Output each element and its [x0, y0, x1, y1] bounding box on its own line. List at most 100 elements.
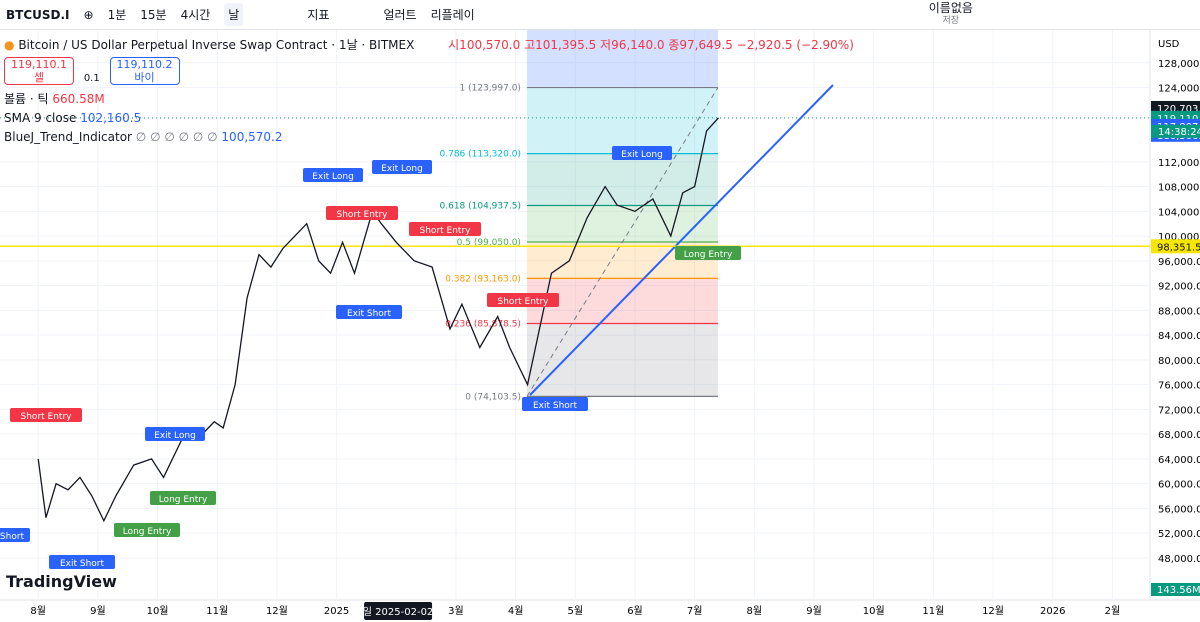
y-tick-label: 72,000.0 — [1158, 405, 1200, 416]
spread: 0.1 — [83, 73, 100, 84]
x-tick-label: 8월 — [30, 605, 46, 617]
signal-label: Short Entry — [337, 210, 389, 220]
signal-box — [326, 206, 398, 220]
signal-label: Short — [0, 532, 25, 542]
interval[interactable]: 4시간 — [180, 8, 211, 22]
interval[interactable]: 날 — [224, 3, 244, 26]
x-tick-label: 10월 — [863, 605, 885, 617]
signal-label: Long Entry — [684, 250, 733, 260]
volume-tag-label: 143.56M — [1157, 585, 1200, 596]
countdown-tag — [1151, 124, 1200, 138]
buy-price: 119,110.2 — [116, 58, 173, 71]
signal-box — [10, 408, 82, 422]
price-tag — [1151, 239, 1200, 254]
x-tick-label: 3월 — [448, 605, 464, 617]
y-tick-label: 52,000.0 — [1158, 529, 1200, 540]
crosshair-tag — [364, 602, 433, 620]
fib-label: 0.382 (93,163.0) — [445, 274, 521, 284]
fib-zone — [526, 153, 718, 206]
signal-box — [145, 427, 205, 441]
price-tag-label: 120,703.5 — [1157, 104, 1200, 115]
indicator-flags: ∅ ∅ ∅ ∅ ∅ ∅ — [135, 130, 218, 144]
signal-label: Exit Short — [347, 309, 392, 319]
signal-label: Long Entry — [123, 527, 172, 537]
y-tick-label: 48,000.0 — [1158, 554, 1200, 565]
x-tick-label: 10월 — [147, 605, 169, 617]
fib-label: 1 (123,997.0) — [460, 84, 521, 94]
interval[interactable]: 1분 — [107, 8, 127, 22]
y-tick-label: 108,000.0 — [1158, 183, 1200, 194]
signal-box — [372, 160, 432, 174]
signal-box — [487, 293, 559, 307]
chart: USD 128,000.0 124,000.0 112,000.0 108,000.0… — [0, 30, 1200, 622]
fib-zone — [526, 205, 718, 242]
signal-label: Short Entry — [420, 226, 472, 236]
layout-name[interactable]: 이름없음 — [928, 0, 973, 15]
buy-button[interactable]: 119,110.2 바이 — [109, 57, 180, 85]
signal-box — [303, 168, 363, 182]
sell-label: 셀 — [33, 71, 45, 84]
signal-box — [409, 222, 481, 236]
signal-label: Short Entry — [498, 297, 550, 307]
toolbar: BTCUSD.I ⊕ 1분 15분 4시간 날 지표 얼러트 리플레이 이름없음 저… — [0, 0, 1200, 30]
signal-label: Exit Short — [60, 559, 105, 569]
close: 종97,649.5 — [668, 38, 733, 52]
fib-zone — [526, 87, 718, 154]
y-tick-label: 92,000.0 — [1158, 282, 1200, 293]
fib-label: 0 (74,103.5) — [465, 392, 521, 402]
x-tick-label: 11월 — [922, 605, 944, 617]
signal-label: Short Entry — [21, 412, 73, 422]
y-tick-label: 104,000.0 — [1158, 207, 1200, 218]
alert[interactable]: 얼러트 — [383, 8, 417, 22]
high: 고101,395.5 — [524, 38, 597, 52]
y-tick-label: 68,000.0 — [1158, 430, 1200, 441]
fib-zone — [526, 323, 718, 397]
symbol[interactable]: BTCUSD.I — [6, 7, 70, 22]
signal-label: Exit Short — [533, 401, 578, 411]
signal-box — [522, 397, 588, 411]
buy-label: 바이 — [134, 71, 155, 84]
x-tick-label: 9월 — [806, 605, 822, 617]
x-tick-label: 12월 — [266, 605, 288, 617]
fib-label: 0.618 (104,937.5) — [440, 202, 521, 212]
signal-label: Long Entry — [159, 495, 208, 505]
fib-extension — [526, 30, 718, 88]
signal-box — [114, 523, 180, 537]
y-tick-label: 100,000.0 — [1158, 232, 1200, 243]
legend: ● Bitcoin / US Dollar Perpetual Inverse … — [4, 38, 854, 144]
indicators[interactable]: 지표 — [307, 8, 330, 22]
save[interactable]: 저장 — [942, 15, 960, 26]
indicator-value: 100,570.2 — [221, 130, 283, 144]
crosshair-label: 일 2025-02-02 — [363, 606, 434, 618]
volume-label: 볼륨 · 틱 — [4, 92, 49, 106]
legend-title: Bitcoin / US Dollar Perpetual Inverse Sw… — [18, 38, 415, 52]
currency: USD — [1158, 39, 1180, 50]
y-tick-label: 128,000.0 — [1158, 59, 1200, 70]
volume-tag — [1151, 583, 1200, 596]
y-tick-label: 64,000.0 — [1158, 455, 1200, 466]
y-tick-label: 60,000.0 — [1158, 480, 1200, 491]
price-line — [37, 117, 720, 523]
trend-line — [529, 84, 834, 396]
signal-label: Exit Long — [154, 431, 196, 441]
x-tick-label: 8월 — [747, 605, 763, 617]
x-tick-label: 2025 — [324, 606, 349, 617]
logo: TradingView — [6, 572, 117, 591]
x-tick-label: 12월 — [982, 605, 1004, 617]
signal-box — [49, 555, 115, 569]
countdown: 14:38:24 — [1158, 127, 1200, 138]
replay[interactable]: 리플레이 — [430, 8, 475, 22]
y-tick-label: 112,000.0 — [1158, 158, 1200, 169]
interval[interactable]: 15분 — [140, 8, 167, 22]
sma: 102,160.5 — [80, 111, 142, 125]
signal-label: Exit Long — [312, 172, 354, 182]
signal-label: Exit Long — [381, 164, 423, 174]
sma-label: SMA 9 close — [4, 111, 77, 125]
sell-button[interactable]: 119,110.1 셀 — [4, 57, 74, 85]
volume: 660.58M — [52, 92, 105, 106]
fib-trend — [526, 87, 719, 397]
fib-label: 0.5 (99,050.0) — [457, 238, 521, 248]
signal-box — [150, 491, 216, 505]
x-tick-label: 9월 — [90, 605, 106, 617]
